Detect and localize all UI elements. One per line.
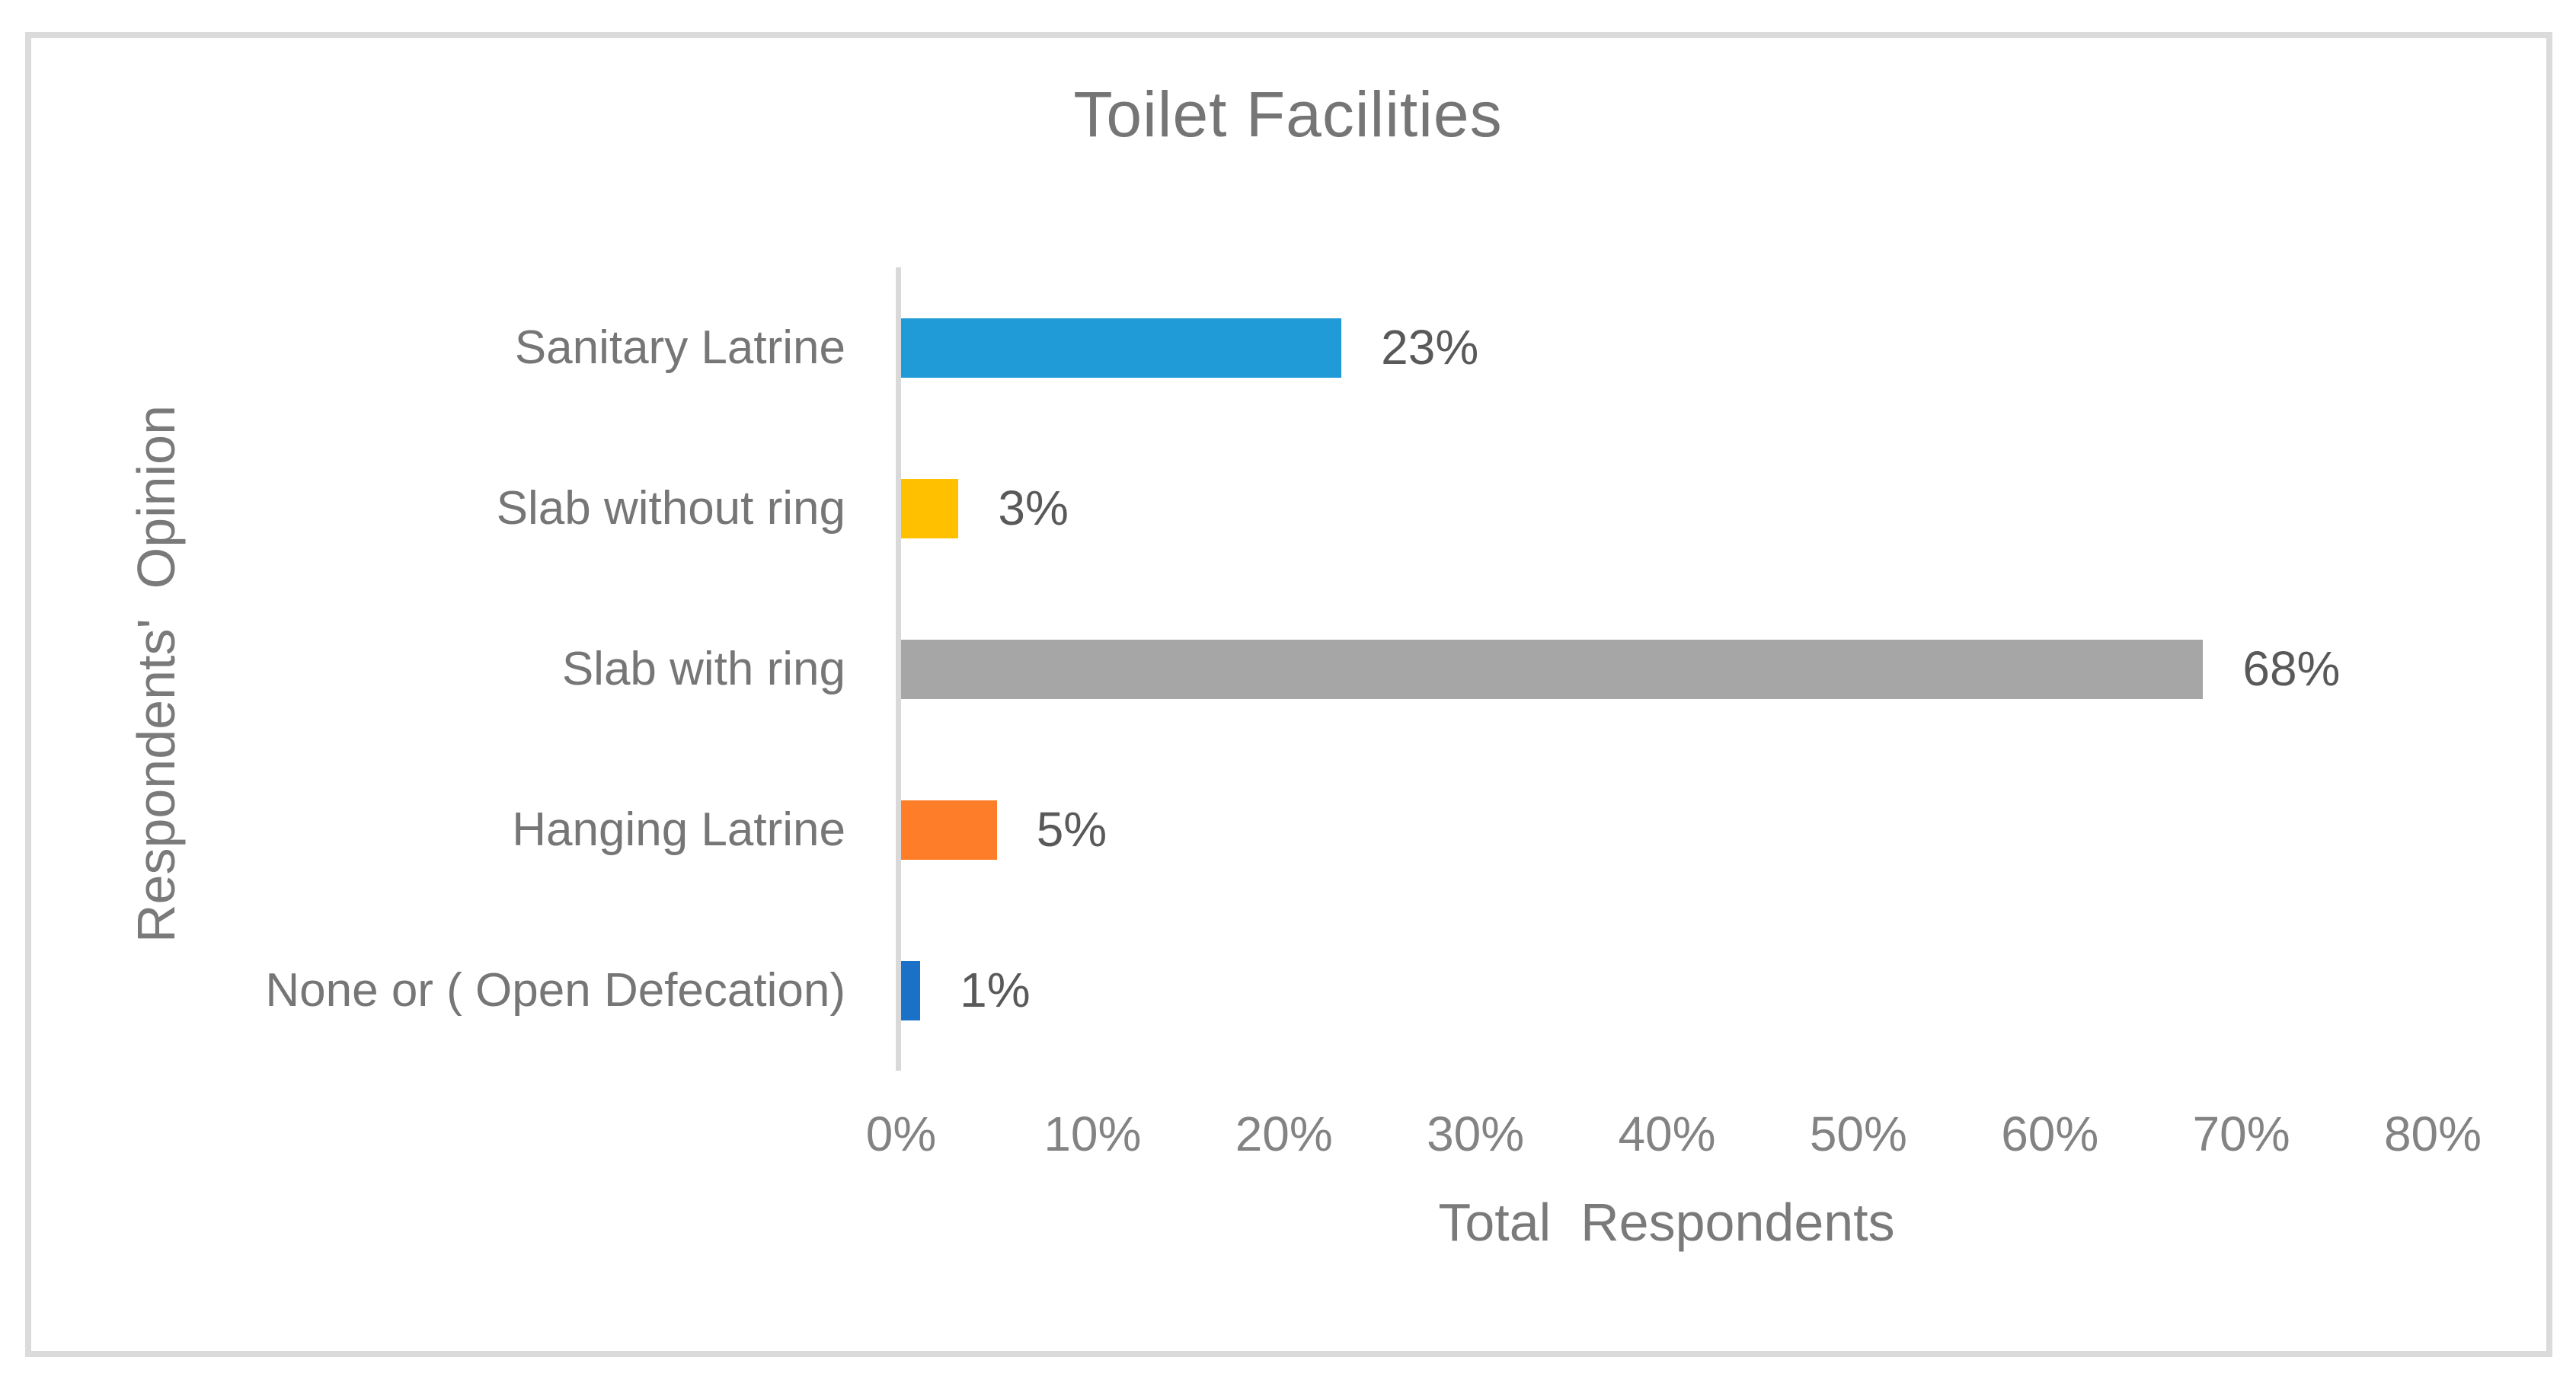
category-label: Slab with ring [561, 642, 845, 695]
x-tick-label: 80% [2383, 1107, 2482, 1161]
category-axis-line [896, 267, 901, 1071]
value-label: 5% [1036, 801, 1107, 857]
x-tick-label: 30% [1427, 1107, 1525, 1161]
value-label: 68% [2242, 640, 2341, 696]
bar-1 [901, 318, 1342, 378]
x-tick-label: 50% [1809, 1107, 1907, 1161]
x-tick-label: 0% [865, 1107, 937, 1161]
bar-2 [901, 478, 959, 538]
bar-5 [901, 960, 921, 1020]
chart-title: Toilet Facilities [1073, 78, 1503, 150]
x-tick-label: 10% [1044, 1107, 1142, 1161]
x-tick-label: 60% [2001, 1107, 2099, 1161]
bar-4 [901, 800, 997, 860]
category-label: Hanging Latrine [512, 803, 845, 856]
category-label: Sanitary Latrine [514, 321, 845, 374]
x-tick-label: 70% [2192, 1107, 2290, 1161]
x-axis-title: Total Respondents [1438, 1193, 1895, 1252]
x-tick-label: 40% [1618, 1107, 1716, 1161]
category-label: None or ( Open Defecation) [265, 963, 845, 1017]
value-label: 1% [960, 962, 1031, 1017]
bar-3 [901, 639, 2204, 699]
category-label: Slab without ring [496, 481, 845, 535]
value-label: 3% [998, 480, 1069, 535]
x-tick-label: 20% [1235, 1107, 1333, 1161]
value-label: 23% [1381, 319, 1479, 375]
y-axis-title: Respondents' Opinion [126, 404, 186, 944]
